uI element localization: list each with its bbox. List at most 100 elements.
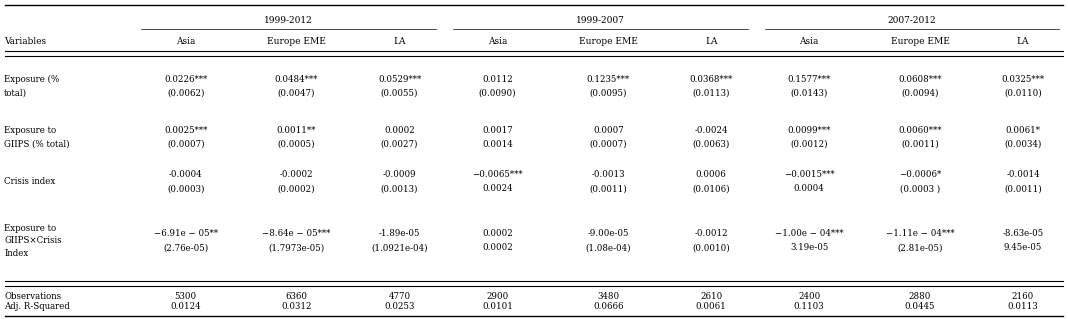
Text: (0.0011): (0.0011) <box>1004 184 1042 193</box>
Text: 0.0025***: 0.0025*** <box>164 126 207 135</box>
Text: (0.0095): (0.0095) <box>590 89 627 98</box>
Text: (0.0003 ): (0.0003 ) <box>900 184 940 193</box>
Text: Exposure (%: Exposure (% <box>4 75 60 84</box>
Text: 0.0002: 0.0002 <box>482 243 513 252</box>
Text: (0.0106): (0.0106) <box>692 184 731 193</box>
Text: 0.0060***: 0.0060*** <box>898 126 942 135</box>
Text: -0.0024: -0.0024 <box>694 126 728 135</box>
Text: 4770: 4770 <box>389 292 410 300</box>
Text: −1.00e − 04***: −1.00e − 04*** <box>775 229 844 238</box>
Text: 0.0666: 0.0666 <box>593 302 624 311</box>
Text: (2.76e-05): (2.76e-05) <box>163 243 208 252</box>
Text: 0.0484***: 0.0484*** <box>274 75 318 84</box>
Text: Observations: Observations <box>4 292 61 300</box>
Text: (0.0013): (0.0013) <box>381 184 419 193</box>
Text: Exposure to: Exposure to <box>4 224 57 233</box>
Text: (1.08e-04): (1.08e-04) <box>585 243 631 252</box>
Text: total): total) <box>4 89 28 98</box>
Text: 0.0014: 0.0014 <box>482 140 513 149</box>
Text: (0.0113): (0.0113) <box>692 89 731 98</box>
Text: −0.0065***: −0.0065*** <box>472 170 522 179</box>
Text: (0.0002): (0.0002) <box>278 184 315 193</box>
Text: Crisis index: Crisis index <box>4 177 56 186</box>
Text: 2400: 2400 <box>798 292 820 300</box>
Text: 0.1103: 0.1103 <box>794 302 824 311</box>
Text: 2610: 2610 <box>701 292 722 300</box>
Text: -0.0002: -0.0002 <box>280 170 313 179</box>
Text: (0.0010): (0.0010) <box>692 243 731 252</box>
Text: 2880: 2880 <box>909 292 931 300</box>
Text: −0.0006*: −0.0006* <box>899 170 941 179</box>
Text: -0.0014: -0.0014 <box>1006 170 1040 179</box>
Text: 3480: 3480 <box>597 292 619 300</box>
Text: Exposure to: Exposure to <box>4 126 57 135</box>
Text: 0.0325***: 0.0325*** <box>1002 75 1045 84</box>
Text: (0.0047): (0.0047) <box>278 89 315 98</box>
Text: −6.91e − 05**: −6.91e − 05** <box>154 229 218 238</box>
Text: Asia: Asia <box>488 37 507 46</box>
Text: 9.45e-05: 9.45e-05 <box>1004 243 1042 252</box>
Text: -0.0004: -0.0004 <box>169 170 203 179</box>
Text: LA: LA <box>705 37 718 46</box>
Text: 5300: 5300 <box>175 292 197 300</box>
Text: 0.0312: 0.0312 <box>281 302 312 311</box>
Text: 0.0061: 0.0061 <box>696 302 726 311</box>
Text: 0.0226***: 0.0226*** <box>164 75 207 84</box>
Text: 2007-2012: 2007-2012 <box>888 16 937 25</box>
Text: Europe EME: Europe EME <box>891 37 949 46</box>
Text: (0.0062): (0.0062) <box>167 89 204 98</box>
Text: LA: LA <box>393 37 406 46</box>
Text: −8.64e − 05***: −8.64e − 05*** <box>263 229 331 238</box>
Text: Variables: Variables <box>4 37 46 46</box>
Text: 6360: 6360 <box>285 292 308 300</box>
Text: −0.0015***: −0.0015*** <box>784 170 834 179</box>
Text: Index: Index <box>4 249 29 258</box>
Text: -0.0012: -0.0012 <box>694 229 728 238</box>
Text: 1999-2012: 1999-2012 <box>264 16 313 25</box>
Text: −1.11e − 04***: −1.11e − 04*** <box>885 229 955 238</box>
Text: 0.0011**: 0.0011** <box>277 126 316 135</box>
Text: Europe EME: Europe EME <box>267 37 326 46</box>
Text: (1.0921e-04): (1.0921e-04) <box>372 243 428 252</box>
Text: 0.0368***: 0.0368*** <box>690 75 733 84</box>
Text: Asia: Asia <box>176 37 195 46</box>
Text: GIIPS (% total): GIIPS (% total) <box>4 140 69 149</box>
Text: Adj. R-Squared: Adj. R-Squared <box>4 302 70 311</box>
Text: Europe EME: Europe EME <box>579 37 638 46</box>
Text: 0.0101: 0.0101 <box>482 302 513 311</box>
Text: 0.1577***: 0.1577*** <box>787 75 831 84</box>
Text: 0.0002: 0.0002 <box>482 229 513 238</box>
Text: (0.0055): (0.0055) <box>381 89 419 98</box>
Text: -0.0013: -0.0013 <box>592 170 625 179</box>
Text: (0.0034): (0.0034) <box>1004 140 1041 149</box>
Text: (0.0007): (0.0007) <box>167 140 204 149</box>
Text: (0.0007): (0.0007) <box>590 140 627 149</box>
Text: (1.7973e-05): (1.7973e-05) <box>268 243 325 252</box>
Text: 0.1235***: 0.1235*** <box>586 75 630 84</box>
Text: (0.0143): (0.0143) <box>790 89 828 98</box>
Text: 2900: 2900 <box>486 292 508 300</box>
Text: -9.00e-05: -9.00e-05 <box>587 229 629 238</box>
Text: Asia: Asia <box>800 37 819 46</box>
Text: 0.0445: 0.0445 <box>905 302 936 311</box>
Text: (2.81e-05): (2.81e-05) <box>897 243 943 252</box>
Text: -8.63e-05: -8.63e-05 <box>1003 229 1043 238</box>
Text: (0.0090): (0.0090) <box>478 89 516 98</box>
Text: 2160: 2160 <box>1011 292 1034 300</box>
Text: (0.0011): (0.0011) <box>901 140 939 149</box>
Text: 0.0006: 0.0006 <box>696 170 726 179</box>
Text: (0.0003): (0.0003) <box>167 184 204 193</box>
Text: (0.0110): (0.0110) <box>1004 89 1042 98</box>
Text: 0.0124: 0.0124 <box>171 302 201 311</box>
Text: 0.0113: 0.0113 <box>1008 302 1038 311</box>
Text: -0.0009: -0.0009 <box>382 170 417 179</box>
Text: 0.0112: 0.0112 <box>482 75 513 84</box>
Text: 3.19e-05: 3.19e-05 <box>790 243 829 252</box>
Text: 0.0099***: 0.0099*** <box>787 126 831 135</box>
Text: 1999-2007: 1999-2007 <box>576 16 625 25</box>
Text: 0.0529***: 0.0529*** <box>378 75 421 84</box>
Text: 0.0004: 0.0004 <box>794 184 824 193</box>
Text: (0.0094): (0.0094) <box>901 89 939 98</box>
Text: GIIPS×Crisis: GIIPS×Crisis <box>4 236 62 245</box>
Text: LA: LA <box>1017 37 1030 46</box>
